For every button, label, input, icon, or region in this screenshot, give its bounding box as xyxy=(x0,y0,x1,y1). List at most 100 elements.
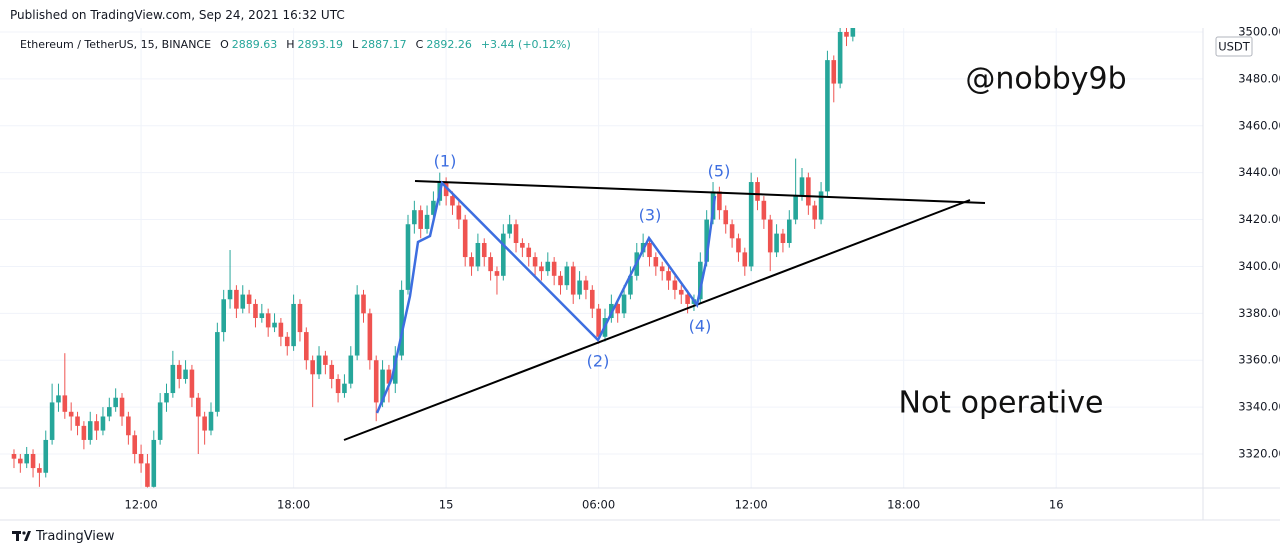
candle-body xyxy=(774,233,779,253)
candle-body xyxy=(475,242,481,267)
candle-body xyxy=(672,280,678,290)
candle-body xyxy=(831,60,837,84)
candle-body xyxy=(812,205,818,220)
candle-body xyxy=(558,275,563,286)
ohlc-label: L xyxy=(352,38,359,51)
x-tick-label: 06:00 xyxy=(582,498,615,512)
candle-body xyxy=(488,257,493,272)
candle-body xyxy=(659,266,665,272)
candle-body xyxy=(589,289,595,309)
candle-body xyxy=(176,364,182,379)
y-tick-label: 3460.00 xyxy=(1238,118,1280,132)
candle-body xyxy=(335,378,341,394)
candle-body xyxy=(386,369,392,384)
candle-body xyxy=(316,355,322,375)
candle-body xyxy=(462,219,468,258)
candle-body xyxy=(284,336,290,347)
candles xyxy=(11,28,856,488)
candle-body xyxy=(151,439,157,487)
candle-body xyxy=(780,233,786,243)
candle-body xyxy=(234,289,239,309)
candle-body xyxy=(253,303,258,319)
candle-body xyxy=(685,294,690,304)
candle-body xyxy=(132,435,138,455)
ohlc-value: 2892.26 xyxy=(426,38,472,51)
candle-body xyxy=(583,280,589,290)
candle-body xyxy=(545,261,551,272)
candle-body xyxy=(443,182,449,197)
candle-body xyxy=(717,191,722,211)
x-tick-label: 15 xyxy=(439,498,454,512)
candle-body xyxy=(621,294,627,314)
triangle-upper xyxy=(414,180,986,204)
candle-body xyxy=(678,289,684,295)
candle-body xyxy=(138,454,144,464)
author: @nobby9b xyxy=(965,62,1126,97)
candle-body xyxy=(183,369,188,379)
candle-body xyxy=(628,275,633,295)
candle-body xyxy=(615,303,621,314)
candle-body xyxy=(786,219,792,243)
candle-body xyxy=(494,271,500,276)
candle-body xyxy=(348,355,354,384)
candle-body xyxy=(221,299,226,333)
candle-body xyxy=(761,200,767,220)
candle-body xyxy=(456,205,462,220)
candle-body xyxy=(513,224,519,243)
candle-body xyxy=(520,242,525,248)
x-tick-label: 12:00 xyxy=(735,498,768,512)
candle-body xyxy=(215,332,220,412)
candle-body xyxy=(227,289,233,300)
wave-label: (2) xyxy=(587,352,610,371)
candle-body xyxy=(653,257,659,267)
candle-body xyxy=(265,313,271,328)
candle-body xyxy=(412,210,417,225)
candle-body xyxy=(361,294,366,314)
candle-body xyxy=(418,210,424,229)
brand-logo xyxy=(12,531,31,541)
candle-body xyxy=(81,425,87,440)
triangle-lower xyxy=(343,199,971,441)
candle-body xyxy=(87,421,93,440)
candle-body xyxy=(742,252,748,267)
candle-body xyxy=(68,411,74,417)
candle-body xyxy=(373,360,379,403)
candle-body xyxy=(539,266,544,272)
ohlc-label: H xyxy=(286,38,295,51)
candle-body xyxy=(246,294,252,304)
y-tick-label: 3400.00 xyxy=(1238,259,1280,273)
ohlc-label: O xyxy=(220,38,229,51)
candle-body xyxy=(75,416,80,426)
candle-body xyxy=(126,416,131,436)
candle-body xyxy=(62,395,68,412)
grid xyxy=(0,28,1203,488)
candle-body xyxy=(164,393,169,403)
candle-body xyxy=(208,411,214,431)
wave-label: (4) xyxy=(689,317,712,336)
change: +3.44 (+0.12%) xyxy=(480,38,571,51)
candle-body xyxy=(570,266,576,295)
y-tick-label: 3420.00 xyxy=(1238,212,1280,226)
ohlc-label: C xyxy=(415,38,424,51)
candle-body xyxy=(94,421,99,431)
y-tick-label: 3340.00 xyxy=(1238,400,1280,414)
candle-body xyxy=(755,182,760,201)
candle-body xyxy=(399,289,404,356)
candle-body xyxy=(647,242,652,258)
candle-body xyxy=(481,242,487,258)
candle-body xyxy=(577,280,582,295)
candle-body xyxy=(596,308,601,337)
candle-body xyxy=(100,416,106,431)
candle-body xyxy=(37,468,42,473)
candle-body xyxy=(107,407,112,417)
candle-body xyxy=(424,214,430,229)
candle-body xyxy=(532,257,538,267)
candle-body xyxy=(354,294,360,356)
candle-body xyxy=(666,271,671,281)
candle-body xyxy=(564,266,570,286)
candle-body xyxy=(43,439,49,473)
y-tick-label: 3440.00 xyxy=(1238,165,1280,179)
candle-body xyxy=(405,224,411,290)
candle-body xyxy=(49,402,55,440)
